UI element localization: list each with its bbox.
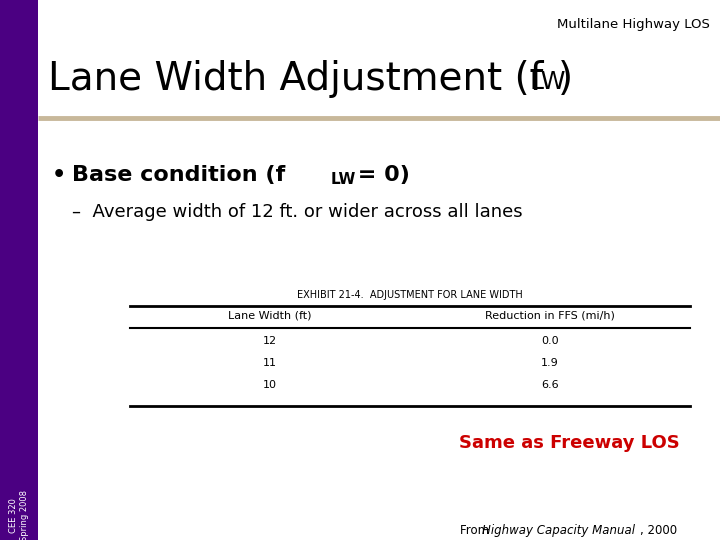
Text: ): ) (558, 60, 573, 98)
Text: LW: LW (331, 172, 356, 187)
Text: 10: 10 (263, 380, 277, 390)
Text: –  Average width of 12 ft. or wider across all lanes: – Average width of 12 ft. or wider acros… (72, 203, 523, 221)
Text: , 2000: , 2000 (640, 524, 677, 537)
Text: Highway Capacity Manual: Highway Capacity Manual (482, 524, 635, 537)
Text: CEE 320
Spring 2008: CEE 320 Spring 2008 (9, 490, 29, 540)
Text: 11: 11 (263, 358, 277, 368)
Text: Multilane Highway LOS: Multilane Highway LOS (557, 18, 710, 31)
Text: LW: LW (530, 70, 567, 94)
Text: 1.9: 1.9 (541, 358, 559, 368)
Text: Same as Freeway LOS: Same as Freeway LOS (459, 434, 680, 452)
Text: EXHIBIT 21-4.  ADJUSTMENT FOR LANE WIDTH: EXHIBIT 21-4. ADJUSTMENT FOR LANE WIDTH (297, 290, 523, 300)
Text: Reduction in FFS (mi/h): Reduction in FFS (mi/h) (485, 310, 615, 320)
Text: Lane Width Adjustment (f: Lane Width Adjustment (f (48, 60, 544, 98)
Text: = 0): = 0) (350, 165, 410, 185)
Text: Lane Width (ft): Lane Width (ft) (228, 310, 312, 320)
Text: 0.0: 0.0 (541, 336, 559, 346)
Text: 6.6: 6.6 (541, 380, 559, 390)
Bar (0, 0, 38, 540)
Text: •: • (52, 165, 66, 185)
Text: Base condition (f: Base condition (f (72, 165, 285, 185)
Text: 12: 12 (263, 336, 277, 346)
Text: From: From (460, 524, 493, 537)
